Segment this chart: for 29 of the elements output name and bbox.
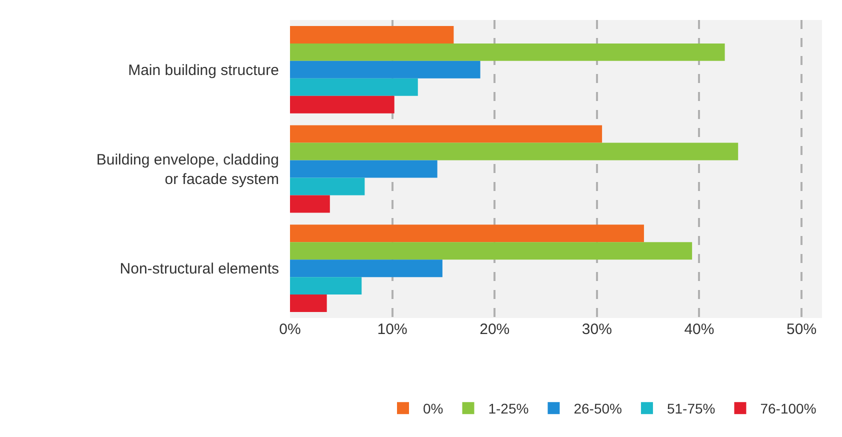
bar xyxy=(290,142,738,160)
legend-label: 26-50% xyxy=(574,400,622,417)
y-tick-label: Non-structural elements xyxy=(120,260,279,278)
x-tick-label: 10% xyxy=(377,321,408,338)
bar xyxy=(290,60,480,78)
legend-label: 0% xyxy=(423,400,444,417)
bar xyxy=(290,43,725,61)
legend-label: 76-100% xyxy=(760,400,816,417)
bar xyxy=(290,260,442,278)
bar xyxy=(290,178,365,196)
legend-label: 51-75% xyxy=(666,400,716,417)
x-tick-label: 0% xyxy=(279,321,301,338)
bar xyxy=(290,242,692,260)
x-tick-label: 40% xyxy=(684,321,714,338)
bar xyxy=(290,277,362,295)
bar xyxy=(290,78,418,96)
x-tick-label: 20% xyxy=(480,321,510,338)
y-tick-label: Building envelope, cladding or facade system xyxy=(96,152,279,188)
x-tick-label: 50% xyxy=(786,321,817,338)
bar xyxy=(290,96,394,114)
bar xyxy=(290,195,330,213)
bar xyxy=(290,224,644,242)
x-tick-label: 30% xyxy=(582,321,612,338)
bar xyxy=(290,294,327,312)
bar xyxy=(290,26,454,44)
bar xyxy=(290,125,602,143)
legend-label: 1-25% xyxy=(488,400,529,417)
bar xyxy=(290,160,438,178)
y-tick-label: Main building structure xyxy=(128,62,279,79)
